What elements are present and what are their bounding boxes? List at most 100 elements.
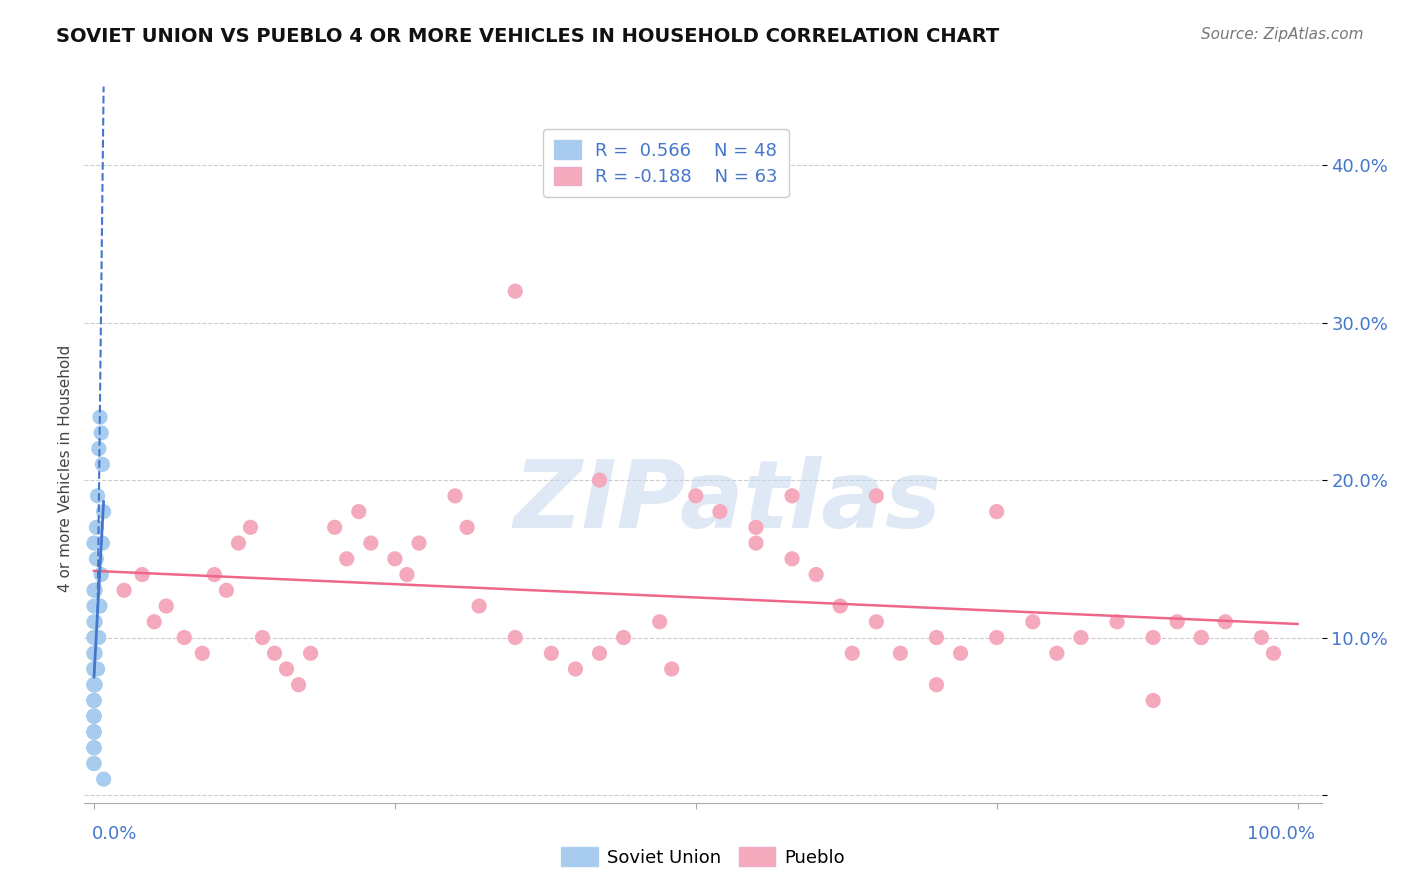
Point — [84, 583, 107, 598]
Point — [84, 678, 107, 692]
Point — [252, 631, 274, 645]
Point — [91, 458, 114, 472]
Point — [503, 631, 526, 645]
Point — [93, 772, 115, 787]
Point — [83, 725, 105, 739]
Point — [830, 599, 852, 613]
Point — [648, 615, 671, 629]
Point — [780, 551, 803, 566]
Point — [347, 505, 370, 519]
Point — [925, 631, 948, 645]
Point — [83, 583, 105, 598]
Point — [613, 631, 636, 645]
Point — [202, 567, 225, 582]
Point — [83, 693, 105, 707]
Point — [215, 583, 238, 598]
Point — [276, 662, 298, 676]
Point — [1070, 631, 1092, 645]
Point — [83, 756, 105, 771]
Legend: Soviet Union, Pueblo: Soviet Union, Pueblo — [554, 840, 852, 874]
Point — [1189, 631, 1212, 645]
Point — [83, 693, 105, 707]
Point — [83, 678, 105, 692]
Point — [83, 536, 105, 550]
Point — [865, 615, 887, 629]
Point — [83, 725, 105, 739]
Point — [83, 662, 105, 676]
Point — [986, 505, 1008, 519]
Point — [155, 599, 177, 613]
Point — [90, 425, 112, 440]
Point — [889, 646, 911, 660]
Point — [173, 631, 195, 645]
Point — [191, 646, 214, 660]
Point — [588, 473, 610, 487]
Point — [745, 520, 768, 534]
Point — [384, 551, 406, 566]
Point — [949, 646, 972, 660]
Point — [925, 678, 948, 692]
Point — [83, 740, 105, 755]
Point — [564, 662, 586, 676]
Point — [83, 725, 105, 739]
Point — [112, 583, 135, 598]
Point — [986, 631, 1008, 645]
Point — [93, 505, 115, 519]
Point — [503, 284, 526, 298]
Point — [83, 646, 105, 660]
Point — [83, 709, 105, 723]
Point — [131, 567, 153, 582]
Point — [86, 662, 108, 676]
Point — [468, 599, 491, 613]
Point — [239, 520, 262, 534]
Point — [263, 646, 285, 660]
Point — [1022, 615, 1045, 629]
Text: SOVIET UNION VS PUEBLO 4 OR MORE VEHICLES IN HOUSEHOLD CORRELATION CHART: SOVIET UNION VS PUEBLO 4 OR MORE VEHICLE… — [56, 27, 1000, 45]
Text: 100.0%: 100.0% — [1247, 825, 1315, 843]
Point — [83, 599, 105, 613]
Point — [83, 725, 105, 739]
Point — [685, 489, 707, 503]
Point — [143, 615, 166, 629]
Point — [540, 646, 562, 660]
Point — [83, 662, 105, 676]
Point — [86, 520, 108, 534]
Point — [91, 536, 114, 550]
Point — [1166, 615, 1188, 629]
Point — [83, 662, 105, 676]
Point — [444, 489, 467, 503]
Point — [83, 709, 105, 723]
Point — [83, 615, 105, 629]
Point — [1250, 631, 1272, 645]
Point — [87, 442, 110, 456]
Point — [1046, 646, 1069, 660]
Point — [456, 520, 478, 534]
Text: ZIPatlas: ZIPatlas — [513, 456, 942, 548]
Point — [395, 567, 418, 582]
Point — [1142, 693, 1164, 707]
Point — [83, 709, 105, 723]
Point — [89, 410, 111, 425]
Point — [1105, 615, 1128, 629]
Point — [83, 678, 105, 692]
Point — [83, 740, 105, 755]
Point — [336, 551, 359, 566]
Point — [408, 536, 430, 550]
Point — [84, 646, 107, 660]
Point — [841, 646, 863, 660]
Point — [745, 536, 768, 550]
Legend: R =  0.566    N = 48, R = -0.188    N = 63: R = 0.566 N = 48, R = -0.188 N = 63 — [543, 129, 789, 197]
Point — [83, 756, 105, 771]
Point — [287, 678, 309, 692]
Point — [83, 646, 105, 660]
Point — [1263, 646, 1285, 660]
Point — [83, 740, 105, 755]
Point — [83, 631, 105, 645]
Point — [299, 646, 322, 660]
Point — [1215, 615, 1237, 629]
Point — [86, 551, 108, 566]
Point — [865, 489, 887, 503]
Point — [90, 567, 112, 582]
Point — [83, 709, 105, 723]
Point — [661, 662, 683, 676]
